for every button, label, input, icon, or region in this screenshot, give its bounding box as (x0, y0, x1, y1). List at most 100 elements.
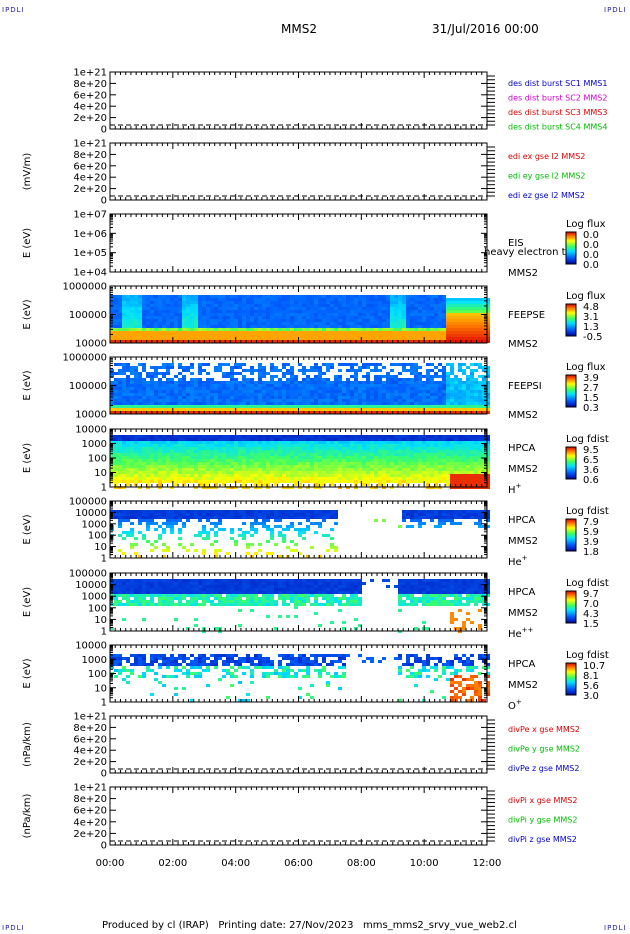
ytick-label: 1000 (82, 439, 107, 450)
ytick-label: 100 (88, 669, 107, 680)
colorbar-tick-hpca_hepp: 4.3 (583, 609, 599, 620)
ylabel-feepse: E (eV) (22, 299, 33, 329)
ylabel-divpe: (nPa/km) (22, 722, 33, 767)
colorbar-tick-feepsi: 1.5 (583, 393, 599, 404)
time-tick-label: 08:00 (347, 858, 376, 869)
panel-feepse: 1000000 100000 10000 E (eV) FEEPSE MMS2 Log fl… (22, 282, 606, 351)
ytick-label: 10000 (75, 410, 107, 421)
panel-hpca_o: 10000 1000 100 10 1 E (eV) HPCA MMS2 O+ Log fdist… (22, 641, 609, 713)
time-tick-label: 12:00 (473, 858, 502, 869)
colorbar-tick-hpca_h: 6.5 (583, 455, 599, 466)
ytick-label: 4e+20 (73, 173, 107, 184)
ytick-label: 0 (101, 841, 107, 852)
ytick-label: 10000 (75, 425, 107, 436)
colorbar-tick-feepse: 3.1 (583, 312, 599, 323)
ytick-label: 8e+20 (73, 150, 107, 161)
right-label-hpca_he-0: HPCA (508, 515, 536, 526)
legend-divpe-1: divPe y gse MMS2 (508, 745, 580, 754)
colorbar-tick-hpca_h: 9.5 (583, 445, 599, 456)
ylabel-hpca_he: E (eV) (22, 514, 33, 544)
ytick-label: 100 (88, 603, 107, 614)
spectrogram-hpca_he (110, 510, 490, 558)
plot-date: 31/Jul/2016 00:00 (432, 22, 539, 36)
ytick-label: 6e+20 (73, 161, 107, 172)
right-label-feepsi-1: MMS2 (508, 410, 538, 421)
right-label-feepsi-0: FEEPSI (508, 381, 542, 392)
ytick-label: 1e+07 (73, 210, 107, 221)
legend-divpi-1: divPi y gse MMS2 (508, 816, 577, 825)
right-label-hpca_he-2: He+ (508, 554, 528, 568)
panel-feepsi: 1000000 100000 10000 E (eV) FEEPSI MMS2 Log fl… (22, 353, 606, 422)
ytick-label: 10000 (75, 641, 107, 652)
ytick-label: 1e+21 (73, 712, 107, 723)
colorbar-tick-eis: 0.0 (583, 230, 599, 241)
ytick-label: 1e+21 (73, 68, 107, 79)
ylabel-eis: E (eV) (22, 228, 33, 258)
colorbar-tick-hpca_he: 3.9 (583, 537, 599, 548)
legend-divpi-2: divPi z gse MMS2 (508, 835, 577, 844)
footer-credits: Produced by cl (IRAP) Printing date: 27/… (102, 920, 517, 931)
species-superscript: + (522, 554, 528, 562)
corner-label-bottom-right: IPDLI (604, 924, 627, 932)
colorbar-title-feepsi: Log flux (566, 362, 606, 373)
panel-frame-eis (109, 213, 488, 273)
right-label-hpca_h-2: H+ (508, 482, 522, 496)
ytick-label: 1000000 (62, 353, 107, 364)
legend-edi-1: edi ey gse l2 MMS2 (508, 172, 586, 181)
colorbar-tick-hpca_o: 3.0 (583, 691, 599, 702)
ytick-label: 2e+20 (73, 184, 107, 195)
ytick-label: 8e+20 (73, 723, 107, 734)
ytick-label: 10000 (75, 339, 107, 350)
ytick-label: 100 (88, 531, 107, 542)
right-label-hpca_hepp-2: He++ (508, 626, 534, 640)
ytick-label: 10 (94, 615, 107, 626)
colorbar-tick-eis: 0.0 (583, 240, 599, 251)
right-label-hpca_hepp-0: HPCA (508, 587, 536, 598)
ytick-label: 1 (101, 483, 107, 494)
colorbar-tick-hpca_hepp: 7.0 (583, 599, 599, 610)
ytick-label: 10 (94, 468, 107, 479)
colorbar-eis (565, 231, 577, 265)
ytick-label: 2e+20 (73, 757, 107, 768)
ytick-label: 1 (101, 627, 107, 638)
time-tick-label: 02:00 (158, 858, 187, 869)
spectrogram-hpca_hepp (110, 579, 490, 633)
ytick-label: 4e+20 (73, 102, 107, 113)
colorbar-tick-hpca_hepp: 9.7 (583, 589, 599, 600)
spectrogram-feepse (110, 295, 490, 343)
colorbar-tick-hpca_he: 5.9 (583, 527, 599, 538)
colorbar-tick-hpca_o: 5.6 (583, 681, 599, 692)
ytick-label: 100000 (69, 497, 107, 508)
time-tick-label: 06:00 (284, 858, 313, 869)
ylabel-feepsi: E (eV) (22, 370, 33, 400)
ytick-label: 8e+20 (73, 79, 107, 90)
corner-label-top-left: IPDLI (2, 6, 25, 14)
ytick-label: 1e+21 (73, 783, 107, 794)
ylabel-divpi: (nPa/km) (22, 794, 33, 839)
right-label-hpca_o-0: HPCA (508, 659, 536, 670)
ytick-label: 1000000 (62, 282, 107, 293)
panel-frame-divpi (109, 786, 488, 846)
legend-edi-0: edi ex gse l2 MMS2 (508, 152, 585, 161)
right-label-feepse-1: MMS2 (508, 339, 538, 350)
panel-frame-des (109, 71, 488, 130)
colorbar-tick-feepsi: 0.3 (583, 403, 599, 414)
ylabel-hpca_hepp: E (eV) (22, 587, 33, 617)
ytick-label: 4e+20 (73, 817, 107, 828)
time-tick-label: 00:00 (96, 858, 125, 869)
panel-eis: 1e+07 1e+06 1e+05 1e+04 E (eV) EIS MMS2 heavy e… (22, 210, 606, 280)
spectrogram-feepsi (110, 363, 490, 414)
ytick-label: 1000 (82, 655, 107, 666)
right-label-eis-0: EIS (508, 238, 524, 249)
colorbar-feepsi (565, 374, 577, 408)
plot-title: MMS2 (281, 22, 317, 36)
colorbar-tick-feepsi: 3.9 (583, 373, 599, 384)
legend-edi-2: edi ez gse l2 MMS2 (508, 191, 585, 200)
species-superscript: + (516, 698, 522, 706)
